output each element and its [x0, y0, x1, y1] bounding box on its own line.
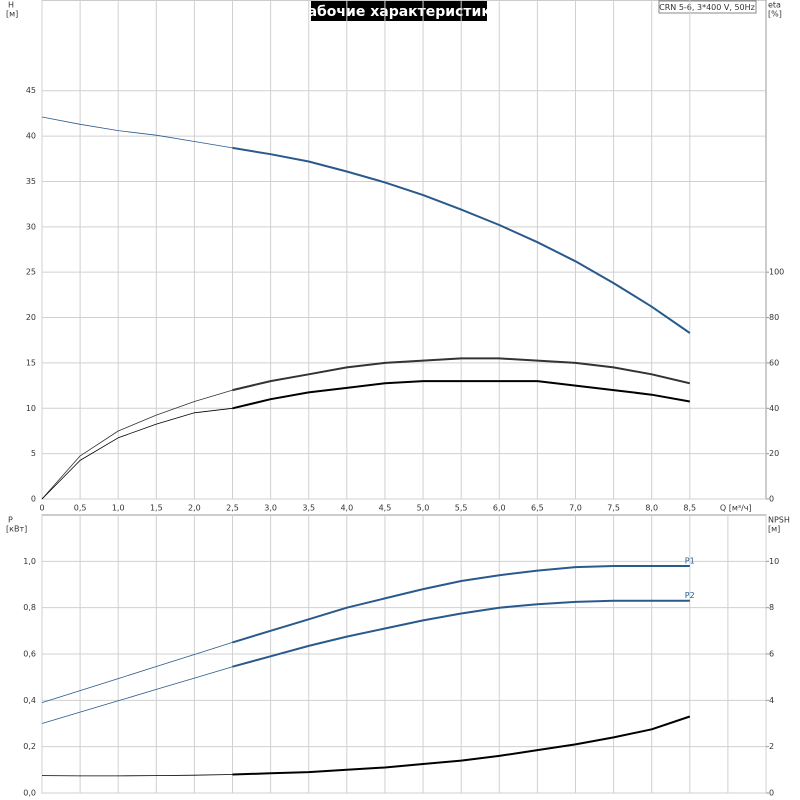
y2-tick-label: 2 [769, 742, 774, 751]
y-tick-label: 40 [26, 132, 36, 141]
curve-line-operating [232, 380, 690, 410]
y2-tick-label: 10 [769, 557, 779, 566]
x-tick-label: 2,5 [226, 504, 239, 513]
y2-tick-label: 80 [769, 313, 779, 322]
model-label: CRN 5-6, 3*400 V, 50Hz [659, 3, 755, 12]
y2-tick-label: 6 [769, 650, 774, 659]
x-tick-label: 7,0 [569, 504, 582, 513]
x-tick-label: 6,0 [493, 504, 506, 513]
y-tick-label: 1,0 [23, 557, 36, 566]
model-box [658, 0, 757, 14]
y-axis-label: H [8, 1, 14, 10]
x-tick-label: 5,0 [417, 504, 430, 513]
y2-axis-label: [%] [768, 10, 782, 19]
y2-tick-label: 4 [769, 696, 774, 705]
y2-tick-label: 0 [769, 495, 774, 504]
y-tick-label: 10 [26, 404, 36, 413]
curve-line-operating [232, 599, 690, 668]
y-tick-label: 0,6 [23, 650, 36, 659]
y-tick-label: 0 [31, 495, 36, 504]
x-tick-label: 3,0 [264, 504, 277, 513]
y2-axis-label: NPSH [768, 516, 790, 525]
y-tick-label: 35 [26, 177, 36, 186]
y-tick-label: 20 [26, 313, 36, 322]
y-tick-label: 30 [26, 222, 36, 231]
curve-line-operating [232, 565, 690, 644]
x-tick-label: 5,5 [455, 504, 468, 513]
series-label: P1 [685, 556, 695, 565]
x-tick-label: 1,0 [112, 504, 125, 513]
chart-title: Рабочие характеристики [297, 4, 500, 20]
x-axis-label: Q [м³/ч] [720, 504, 752, 513]
series-label: P2 [685, 591, 695, 600]
y2-tick-label: 40 [769, 404, 779, 413]
x-tick-label: 4,5 [379, 504, 392, 513]
x-tick-label: 4,0 [340, 504, 353, 513]
y-axis-label: [кВт] [6, 525, 27, 534]
y2-tick-label: 8 [769, 603, 774, 612]
y2-axis-label: eta [768, 1, 781, 10]
y2-tick-label: 100 [769, 268, 784, 277]
y2-tick-label: 20 [769, 449, 779, 458]
y-axis-label: [м] [6, 10, 18, 19]
curve-line-operating [232, 715, 691, 776]
x-tick-label: 8,0 [645, 504, 658, 513]
y-tick-label: 0,2 [23, 742, 36, 751]
x-tick-label: 2,0 [188, 504, 201, 513]
x-tick-label: 8,5 [683, 504, 696, 513]
y-tick-label: 0,4 [23, 696, 36, 705]
x-tick-label: 1,5 [150, 504, 163, 513]
x-tick-label: 3,5 [302, 504, 315, 513]
y-tick-label: 0,8 [23, 603, 36, 612]
y-tick-label: 25 [26, 268, 36, 277]
x-tick-label: 0 [39, 504, 44, 513]
x-tick-label: 0,5 [74, 504, 87, 513]
y-axis-label: P [8, 516, 13, 525]
y2-axis-label: [м] [768, 525, 780, 534]
curve-line-operating [232, 146, 691, 334]
y2-tick-label: 0 [769, 789, 774, 798]
y2-tick-label: 60 [769, 358, 779, 367]
x-tick-label: 6,5 [531, 504, 544, 513]
y-tick-label: 45 [26, 86, 36, 95]
y-tick-label: 0,0 [23, 789, 36, 798]
y-tick-label: 15 [26, 358, 36, 367]
curve-line-operating [232, 357, 691, 392]
y-tick-label: 5 [31, 449, 36, 458]
x-tick-label: 7,5 [607, 504, 620, 513]
title-box [311, 1, 487, 21]
